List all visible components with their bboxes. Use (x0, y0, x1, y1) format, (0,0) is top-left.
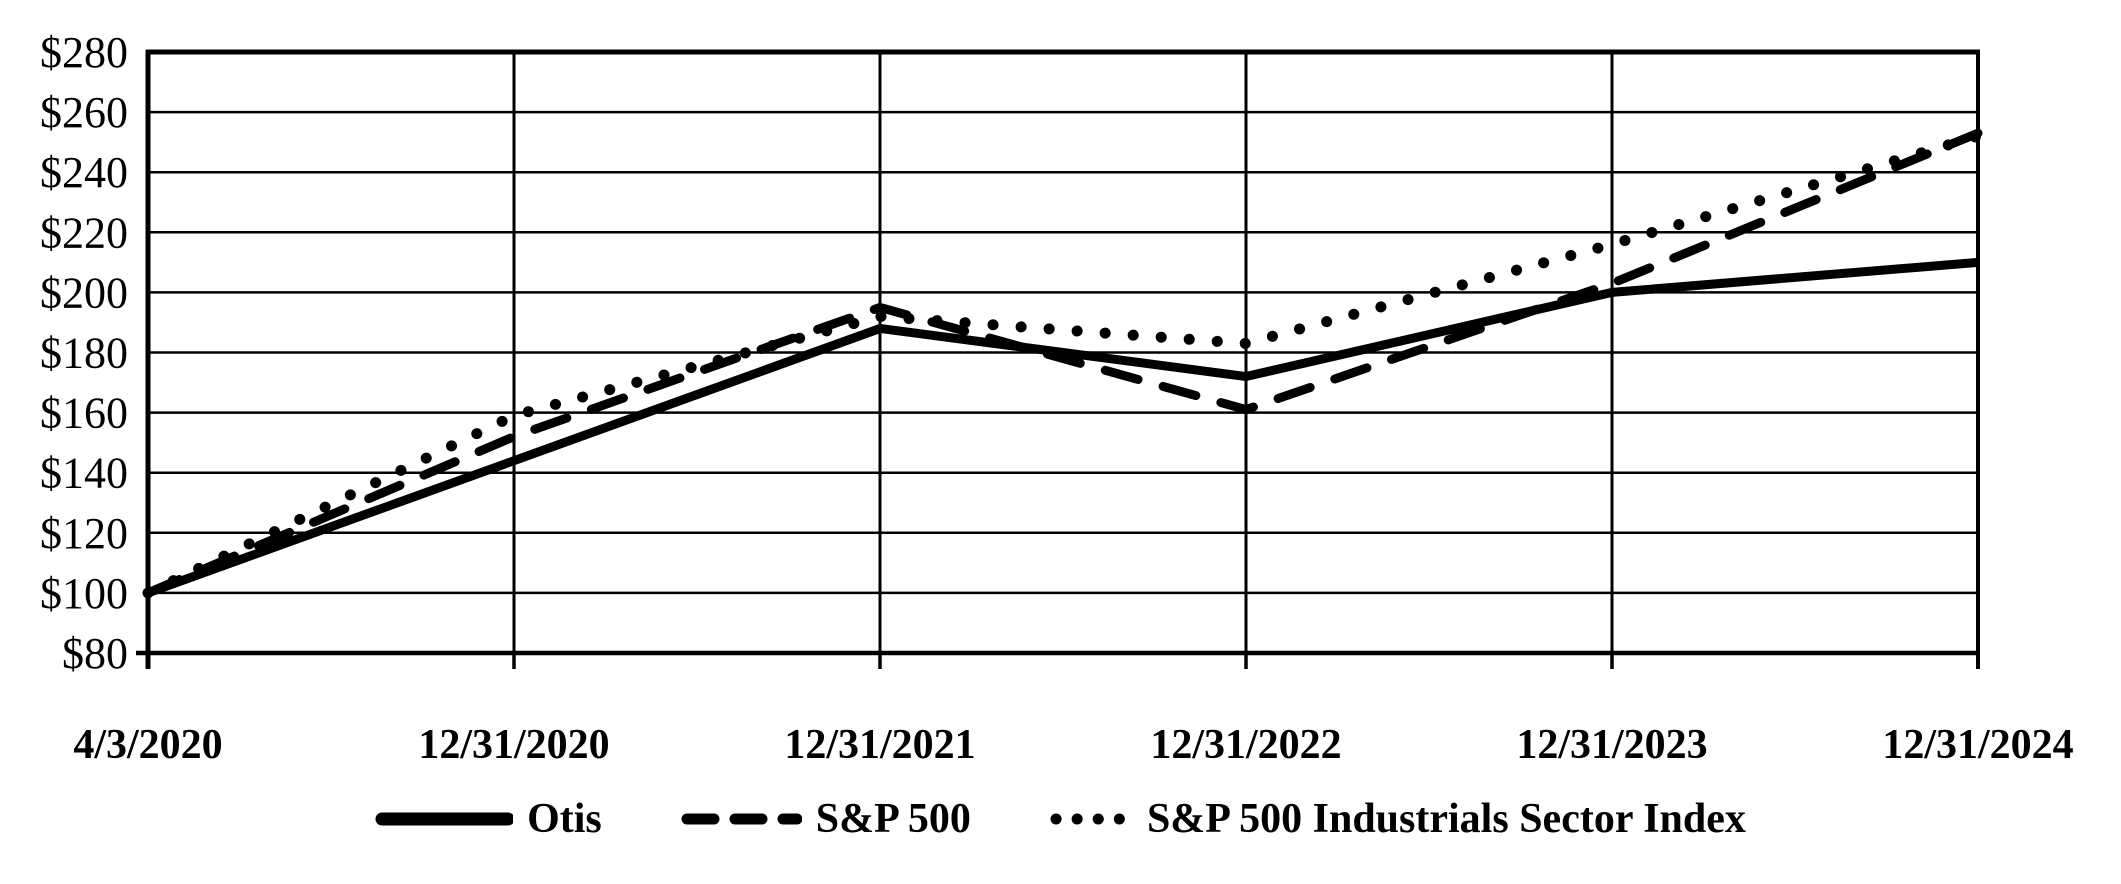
legend-label-s-p-500-industrials-sector-index: S&P 500 Industrials Sector Index (1146, 796, 1746, 842)
y-axis-tick-label: $200 (40, 268, 128, 317)
legend-item-otis: Otis (375, 795, 602, 843)
series-line-s-p-500-industrials-sector-index (142, 130, 1984, 599)
legend-solid-line-icon (375, 812, 514, 826)
legend-dashed-line-icon (681, 813, 802, 825)
x-axis-tick-label: 12/31/2021 (784, 722, 975, 768)
x-axis-tick-label: 12/31/2022 (1150, 722, 1341, 768)
y-axis-tick-label: $120 (40, 509, 128, 558)
y-axis-tick-label: $180 (40, 329, 128, 378)
y-axis-tick-label: $100 (40, 569, 128, 618)
legend-dotted-line-icon (1050, 813, 1133, 825)
y-axis-tick-label: $140 (40, 449, 128, 498)
plot-area: $80 $100 $120 $140 $160 $180 $200 $220 $240 $260 $… (40, 28, 2074, 768)
legend-item-s-p-500: S&P 500 (680, 795, 971, 843)
y-axis-tick-label: $280 (40, 28, 128, 77)
x-axis-tick-label: 12/31/2024 (1882, 722, 2073, 768)
series-line-otis (146, 257, 1979, 598)
x-axis-tick-label: 4/3/2020 (73, 722, 222, 768)
legend-label-otis: Otis (527, 796, 602, 842)
legend-label-s-p-500: S&P 500 (815, 796, 971, 842)
y-axis-tick-label: $240 (40, 148, 128, 197)
legend-item-s-p-500-industrials-sector-index: S&P 500 Industrials Sector Index (1049, 795, 1746, 843)
y-axis-tick-label: $220 (40, 208, 128, 257)
x-axis-tick-label: 12/31/2020 (418, 722, 609, 768)
y-axis-tick-label: $260 (40, 88, 128, 137)
y-axis-tick-label: $80 (62, 629, 128, 678)
series-line-s-p-500 (143, 128, 1983, 598)
x-axis-tick-label: 12/31/2023 (1516, 722, 1707, 768)
chart-legend: Otis S&P 500 S&P 500 Industrials Sector In… (0, 788, 2121, 850)
y-axis-tick-label: $160 (40, 389, 128, 438)
